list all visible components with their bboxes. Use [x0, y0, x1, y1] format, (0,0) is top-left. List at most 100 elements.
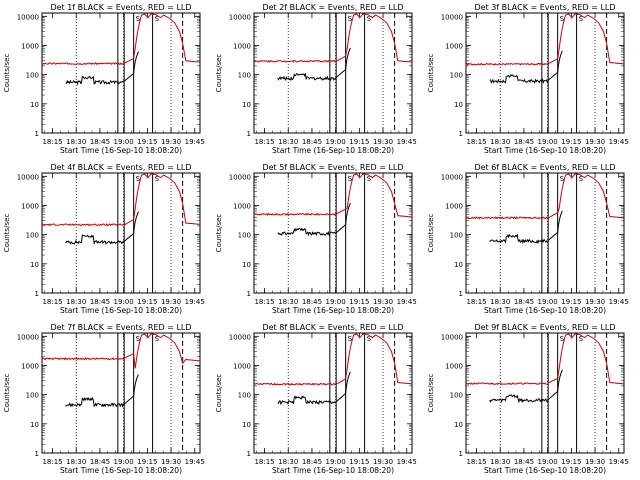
y-tick-label: 1000: [233, 202, 251, 210]
saa-marker-label: S: [155, 335, 160, 343]
saa-marker-label: S: [579, 15, 584, 23]
x-tick-label: 18:15: [466, 298, 486, 306]
y-tick-label: 10: [30, 261, 39, 269]
events-series-line: [489, 50, 563, 84]
y-tick-label: 100: [450, 72, 463, 80]
saa-marker-label: S: [560, 335, 565, 343]
x-tick-label: 19:15: [561, 138, 581, 146]
x-tick-label: 19:15: [561, 298, 581, 306]
x-tick-label: 18:15: [254, 458, 274, 466]
y-axis-label: Counts/sec: [3, 54, 11, 93]
x-tick-label: 19:00: [538, 138, 558, 146]
lld-series-line: [41, 13, 201, 66]
x-tick-label: 19:30: [161, 138, 181, 146]
lld-series-line: [41, 173, 201, 227]
x-tick-label: 19:30: [585, 298, 605, 306]
x-tick-label: 19:30: [161, 298, 181, 306]
x-tick-label: 19:30: [585, 458, 605, 466]
lld-series-line: [253, 173, 413, 218]
x-tick-label: 19:45: [397, 138, 417, 146]
x-tick-label: 19:45: [185, 138, 205, 146]
panel-title: Det 6f BLACK = Events, RED = LLD: [474, 163, 615, 172]
events-series-line: [65, 374, 139, 408]
y-tick-label: 10: [454, 421, 463, 429]
panel-title: Det 5f BLACK = Events, RED = LLD: [262, 163, 403, 172]
saa-marker-label: S: [136, 15, 141, 23]
panel-title: Det 4f BLACK = Events, RED = LLD: [50, 163, 191, 172]
y-tick-label: 10000: [17, 13, 39, 21]
y-axis-label: Counts/sec: [215, 54, 223, 93]
y-tick-label: 100: [238, 392, 251, 400]
y-tick-label: 100: [238, 72, 251, 80]
x-tick-label: 19:30: [161, 458, 181, 466]
events-series-line: [489, 369, 563, 404]
x-tick-label: 18:30: [66, 458, 86, 466]
panel-det-8: Det 8f BLACK = Events, RED = LLD Counts/s…: [215, 323, 417, 475]
y-tick-label: 10000: [229, 173, 251, 181]
y-tick-label: 1000: [445, 202, 463, 210]
x-tick-label: 18:30: [278, 298, 298, 306]
y-tick-label: 1: [247, 450, 251, 458]
x-axis-label: Start Time (16-Sep-10 18:08:20): [484, 146, 606, 155]
y-tick-label: 100: [450, 392, 463, 400]
x-tick-label: 18:45: [302, 298, 322, 306]
x-tick-label: 18:15: [42, 138, 62, 146]
x-axis-label: Start Time (16-Sep-10 18:08:20): [272, 466, 394, 475]
plot-frame: [41, 332, 201, 454]
saa-marker-label: S: [367, 335, 372, 343]
y-tick-label: 1000: [21, 362, 39, 370]
saa-marker-label: S: [155, 175, 160, 183]
x-tick-label: 18:45: [302, 458, 322, 466]
lld-series-line: [465, 13, 625, 66]
x-tick-label: 19:30: [373, 298, 393, 306]
x-tick-label: 18:45: [90, 138, 110, 146]
events-series-line: [65, 211, 139, 245]
x-tick-label: 18:15: [42, 298, 62, 306]
y-axis-label: Counts/sec: [3, 214, 11, 253]
x-tick-label: 18:30: [66, 298, 86, 306]
plot-frame: [41, 172, 201, 294]
panel-det-2: Det 2f BLACK = Events, RED = LLD Counts/s…: [215, 3, 417, 155]
x-tick-label: 19:30: [373, 138, 393, 146]
y-tick-label: 100: [26, 72, 39, 80]
panel-title: Det 7f BLACK = Events, RED = LLD: [50, 323, 191, 332]
x-tick-label: 19:30: [585, 138, 605, 146]
x-tick-label: 18:15: [254, 138, 274, 146]
x-tick-label: 19:30: [373, 458, 393, 466]
y-tick-label: 100: [26, 392, 39, 400]
y-tick-label: 10: [30, 421, 39, 429]
x-tick-label: 18:45: [514, 298, 534, 306]
plot-frame: [465, 172, 625, 294]
x-tick-label: 19:45: [609, 458, 629, 466]
y-axis-label: Counts/sec: [427, 374, 435, 413]
panel-det-6: Det 6f BLACK = Events, RED = LLD Counts/s…: [427, 163, 629, 315]
panel-title: Det 8f BLACK = Events, RED = LLD: [262, 323, 403, 332]
lld-series-line: [41, 333, 201, 369]
y-tick-label: 100: [450, 232, 463, 240]
panel-det-5: Det 5f BLACK = Events, RED = LLD Counts/s…: [215, 163, 417, 315]
x-axis-label: Start Time (16-Sep-10 18:08:20): [484, 466, 606, 475]
x-axis-label: Start Time (16-Sep-10 18:08:20): [272, 306, 394, 315]
x-tick-label: 18:45: [90, 298, 110, 306]
x-tick-label: 19:00: [114, 138, 134, 146]
y-tick-label: 1000: [21, 42, 39, 50]
x-tick-label: 19:00: [538, 458, 558, 466]
y-tick-label: 1: [247, 290, 251, 298]
x-tick-label: 18:45: [514, 138, 534, 146]
plot-frame: [253, 172, 413, 294]
saa-marker-label: S: [136, 175, 141, 183]
plot-frame: [465, 12, 625, 134]
y-axis-label: Counts/sec: [3, 374, 11, 413]
y-tick-label: 1: [35, 130, 39, 138]
panel-det-3: Det 3f BLACK = Events, RED = LLD Counts/s…: [427, 3, 629, 155]
y-axis-label: Counts/sec: [427, 54, 435, 93]
x-tick-label: 18:15: [466, 138, 486, 146]
x-tick-label: 18:45: [514, 458, 534, 466]
plot-frame: [253, 12, 413, 134]
x-tick-label: 19:00: [326, 138, 346, 146]
y-tick-label: 1: [35, 290, 39, 298]
y-tick-label: 1000: [233, 362, 251, 370]
panel-det-7: Det 7f BLACK = Events, RED = LLD Counts/s…: [3, 323, 205, 475]
x-axis-label: Start Time (16-Sep-10 18:08:20): [60, 146, 182, 155]
